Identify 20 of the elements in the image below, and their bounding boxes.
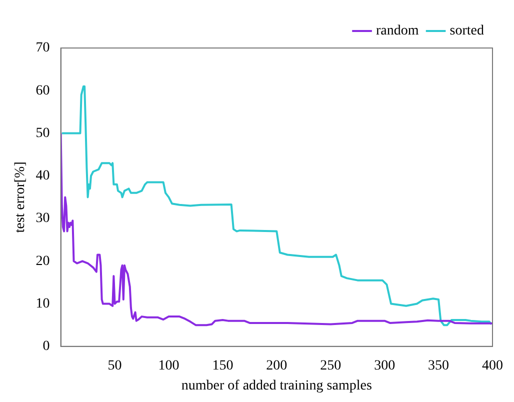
y-tick-label: 10: [36, 296, 50, 312]
y-tick-label: 30: [36, 211, 50, 226]
x-tick-label: 100: [158, 358, 180, 374]
x-tick-label: 400: [482, 358, 503, 374]
x-tick-label: 50: [108, 358, 122, 374]
y-tick-label: 20: [36, 254, 50, 269]
y-tick-label: 40: [36, 168, 50, 184]
y-tick-label: 70: [36, 40, 50, 56]
y-axis-title: test error[%]: [13, 162, 28, 233]
x-tick-label: 350: [428, 358, 450, 374]
x-tick-label: 250: [320, 358, 342, 374]
legend-label: random: [376, 24, 419, 39]
y-tick-label: 60: [36, 83, 50, 98]
y-tick-label: 50: [36, 126, 50, 141]
x-tick-label: 200: [266, 358, 288, 374]
x-tick-label: 300: [374, 358, 396, 374]
y-tick-label: 0: [42, 339, 50, 354]
legend-label: sorted: [450, 24, 484, 39]
x-axis-title: number of added training samples: [181, 378, 372, 394]
x-tick-label: 150: [212, 358, 234, 374]
